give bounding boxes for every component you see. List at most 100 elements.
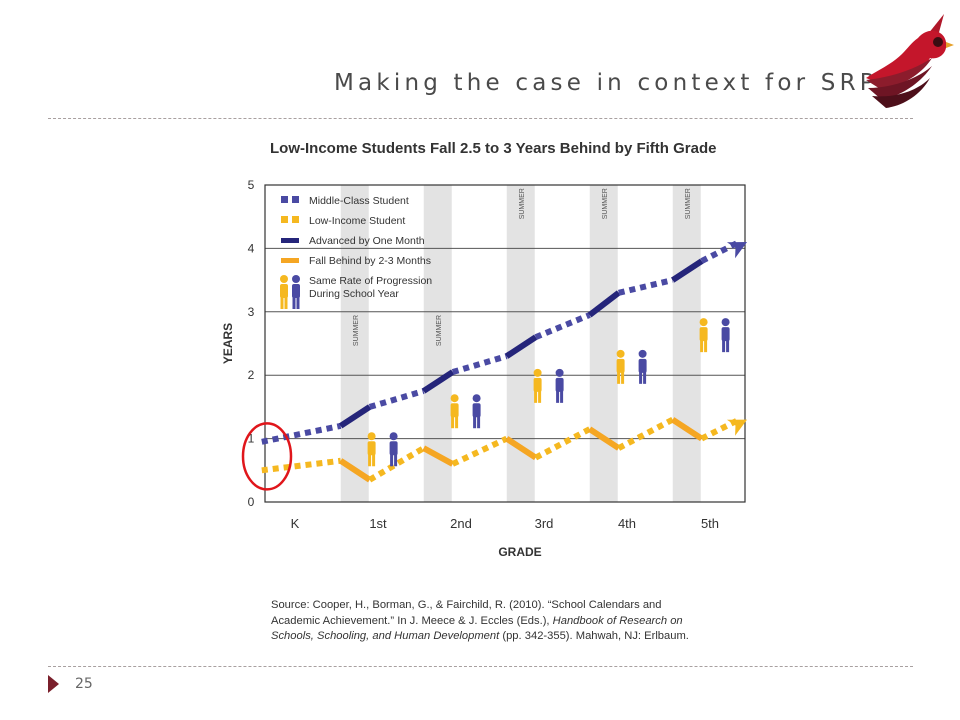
- source-line-3b: (pp. 342-355). Mahwah, NJ: Erlbaum.: [499, 630, 689, 643]
- low-income-student-figure-leg: [617, 371, 621, 384]
- legend-low-income-figure-leg: [284, 297, 288, 309]
- middle-class-segment: [671, 258, 704, 283]
- middle-class-student-figure-leg: [556, 390, 560, 403]
- low-income-student-figure-body: [533, 377, 542, 392]
- legend-label: Low-Income Student: [309, 215, 405, 227]
- low-income-student-figure-head: [450, 394, 459, 403]
- footer-divider: [48, 666, 913, 667]
- summer-label: SUMMER: [436, 315, 443, 346]
- low-income-segment: [422, 445, 455, 467]
- middle-class-student-figure-head: [638, 349, 647, 358]
- slide-title: Making the case in context for SRP: [334, 70, 878, 96]
- middle-class-segment: [339, 404, 372, 429]
- low-income-segment: [339, 458, 372, 483]
- low-income-student-figure-head: [699, 318, 708, 327]
- middle-class-student-figure-body: [472, 403, 481, 418]
- source-line-2: Academic Achievement.” In J. Meece & J. …: [271, 614, 741, 630]
- summer-label: SUMMER: [519, 188, 526, 219]
- legend-swatch: [281, 238, 299, 243]
- summer-band: [589, 185, 618, 502]
- y-axis-label: YEARS: [221, 323, 235, 364]
- summer-label: SUMMER: [685, 188, 692, 219]
- chart-svg: Low-Income Students Fall 2.5 to 3 Years …: [221, 140, 748, 559]
- y-tick-label: 3: [248, 305, 255, 319]
- middle-class-segment: [587, 290, 621, 318]
- middle-class-segment: [451, 353, 508, 375]
- source-line-1: Source: Cooper, H., Borman, G., & Fairch…: [271, 599, 662, 611]
- summer-label: SUMMER: [602, 188, 609, 219]
- footer-bullet-icon: [48, 675, 59, 693]
- middle-class-segment: [618, 277, 674, 296]
- middle-class-student-figure-leg: [394, 454, 398, 467]
- middle-class-student-figure-leg: [390, 454, 394, 467]
- middle-class-segment: [261, 422, 342, 445]
- middle-class-arrowhead: [726, 242, 748, 259]
- low-income-segment: [588, 426, 621, 451]
- header-divider: [48, 118, 913, 119]
- x-tick-label: 1st: [369, 516, 387, 531]
- page-number: 25: [75, 676, 93, 692]
- low-income-student-figure-leg: [704, 340, 708, 353]
- low-income-student-figure-head: [533, 368, 542, 377]
- summer-band: [672, 185, 701, 502]
- low-income-student-figure-leg: [372, 454, 376, 467]
- highlight-circle-annotation: [241, 422, 293, 491]
- low-income-student-figure-leg: [455, 416, 459, 429]
- low-income-segment: [671, 417, 704, 442]
- y-tick-label: 5: [248, 178, 255, 192]
- summer-label: SUMMER: [353, 315, 360, 346]
- x-tick-label: 5th: [701, 516, 719, 531]
- legend-label: Same Rate of Progression: [309, 275, 432, 287]
- y-tick-label: 2: [248, 368, 255, 382]
- middle-class-student-figure-head: [472, 394, 481, 403]
- middle-class-student-figure-body: [389, 441, 398, 456]
- low-income-student-figure-body: [616, 358, 625, 373]
- legend-low-income-figure-head: [280, 275, 288, 283]
- x-tick-label: 2nd: [450, 516, 472, 531]
- x-tick-label: K: [291, 516, 300, 531]
- low-income-segment: [617, 416, 675, 451]
- legend-swatch: [281, 258, 299, 263]
- middle-class-student-figure-head: [555, 368, 564, 377]
- legend-label: Advanced by One Month: [309, 235, 425, 247]
- middle-class-student-figure-leg: [639, 371, 643, 384]
- x-tick-label: 3rd: [535, 516, 554, 531]
- middle-class-student-figure-leg: [473, 416, 477, 429]
- low-income-segment: [451, 435, 508, 467]
- low-income-segment: [505, 436, 538, 461]
- legend-low-income-figure-leg: [280, 297, 284, 309]
- x-axis-label: GRADE: [498, 545, 541, 559]
- legend-swatch: [292, 216, 299, 223]
- source-citation: Source: Cooper, H., Borman, G., & Fairch…: [271, 598, 741, 645]
- middle-class-student-figure-head: [721, 318, 730, 327]
- middle-class-student-figure-leg: [722, 340, 726, 353]
- y-tick-label: 1: [248, 432, 255, 446]
- y-tick-label: 0: [248, 495, 255, 509]
- middle-class-student-figure-body: [638, 358, 647, 373]
- low-income-student-figure-leg: [700, 340, 704, 353]
- legend-swatch: [281, 196, 288, 203]
- legend-middle-class-figure-body: [292, 284, 300, 298]
- source-line-2b: Handbook of Research on: [552, 614, 683, 627]
- legend-label: Middle-Class Student: [309, 195, 409, 207]
- low-income-student-figure-leg: [621, 371, 625, 384]
- legend-label: Fall Behind by 2-3 Months: [309, 255, 431, 267]
- middle-class-student-figure-leg: [477, 416, 481, 429]
- low-income-student-figure-leg: [534, 390, 538, 403]
- cardinal-bird-logo-icon: [866, 14, 954, 108]
- legend-middle-class-figure-leg: [292, 297, 296, 309]
- summer-band: [340, 185, 369, 502]
- low-income-student-figure-leg: [538, 390, 542, 403]
- low-income-student-figure-body: [450, 403, 459, 418]
- low-income-student-figure-leg: [368, 454, 372, 467]
- middle-class-student-figure-head: [389, 432, 398, 441]
- chart-figure: Low-Income Students Fall 2.5 to 3 Years …: [205, 128, 765, 658]
- low-income-student-figure-body: [699, 327, 708, 342]
- middle-class-segment: [505, 334, 538, 359]
- middle-class-segment: [368, 388, 425, 410]
- middle-class-student-figure-leg: [643, 371, 647, 384]
- low-income-student-figure-head: [616, 349, 625, 358]
- middle-class-student-figure-leg: [726, 340, 730, 353]
- legend-middle-class-figure-head: [292, 275, 300, 283]
- middle-class-student-figure-leg: [560, 390, 564, 403]
